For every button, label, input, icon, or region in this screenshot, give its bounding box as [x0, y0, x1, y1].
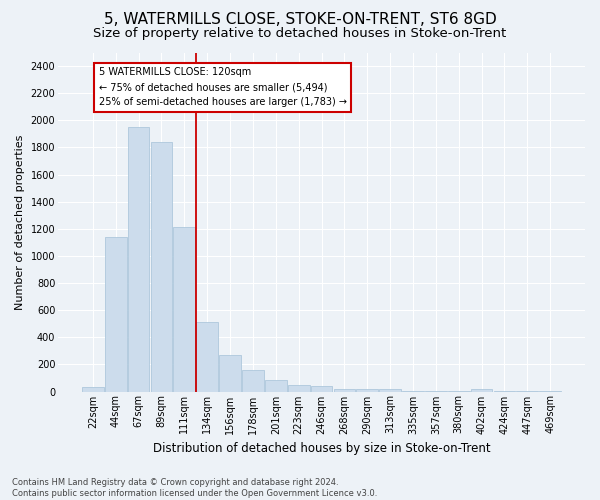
Bar — [539, 391, 561, 392]
Bar — [356, 389, 378, 392]
Bar — [471, 389, 493, 392]
Bar — [219, 355, 241, 392]
Bar — [196, 322, 218, 392]
Bar — [448, 391, 470, 392]
Text: 5, WATERMILLS CLOSE, STOKE-ON-TRENT, ST6 8GD: 5, WATERMILLS CLOSE, STOKE-ON-TRENT, ST6… — [104, 12, 496, 28]
Bar — [151, 142, 172, 392]
Bar — [425, 391, 447, 392]
Bar — [311, 386, 332, 392]
Bar — [379, 389, 401, 392]
Bar — [105, 237, 127, 392]
Bar — [517, 391, 538, 392]
Bar — [173, 228, 195, 392]
Bar — [402, 391, 424, 392]
X-axis label: Distribution of detached houses by size in Stoke-on-Trent: Distribution of detached houses by size … — [153, 442, 490, 455]
Y-axis label: Number of detached properties: Number of detached properties — [15, 134, 25, 310]
Text: 5 WATERMILLS CLOSE: 120sqm
← 75% of detached houses are smaller (5,494)
25% of s: 5 WATERMILLS CLOSE: 120sqm ← 75% of deta… — [98, 68, 347, 107]
Text: Contains HM Land Registry data © Crown copyright and database right 2024.
Contai: Contains HM Land Registry data © Crown c… — [12, 478, 377, 498]
Bar — [334, 389, 355, 392]
Bar — [128, 127, 149, 392]
Bar — [288, 386, 310, 392]
Bar — [494, 391, 515, 392]
Bar — [242, 370, 264, 392]
Text: Size of property relative to detached houses in Stoke-on-Trent: Size of property relative to detached ho… — [94, 28, 506, 40]
Bar — [82, 388, 104, 392]
Bar — [265, 380, 287, 392]
